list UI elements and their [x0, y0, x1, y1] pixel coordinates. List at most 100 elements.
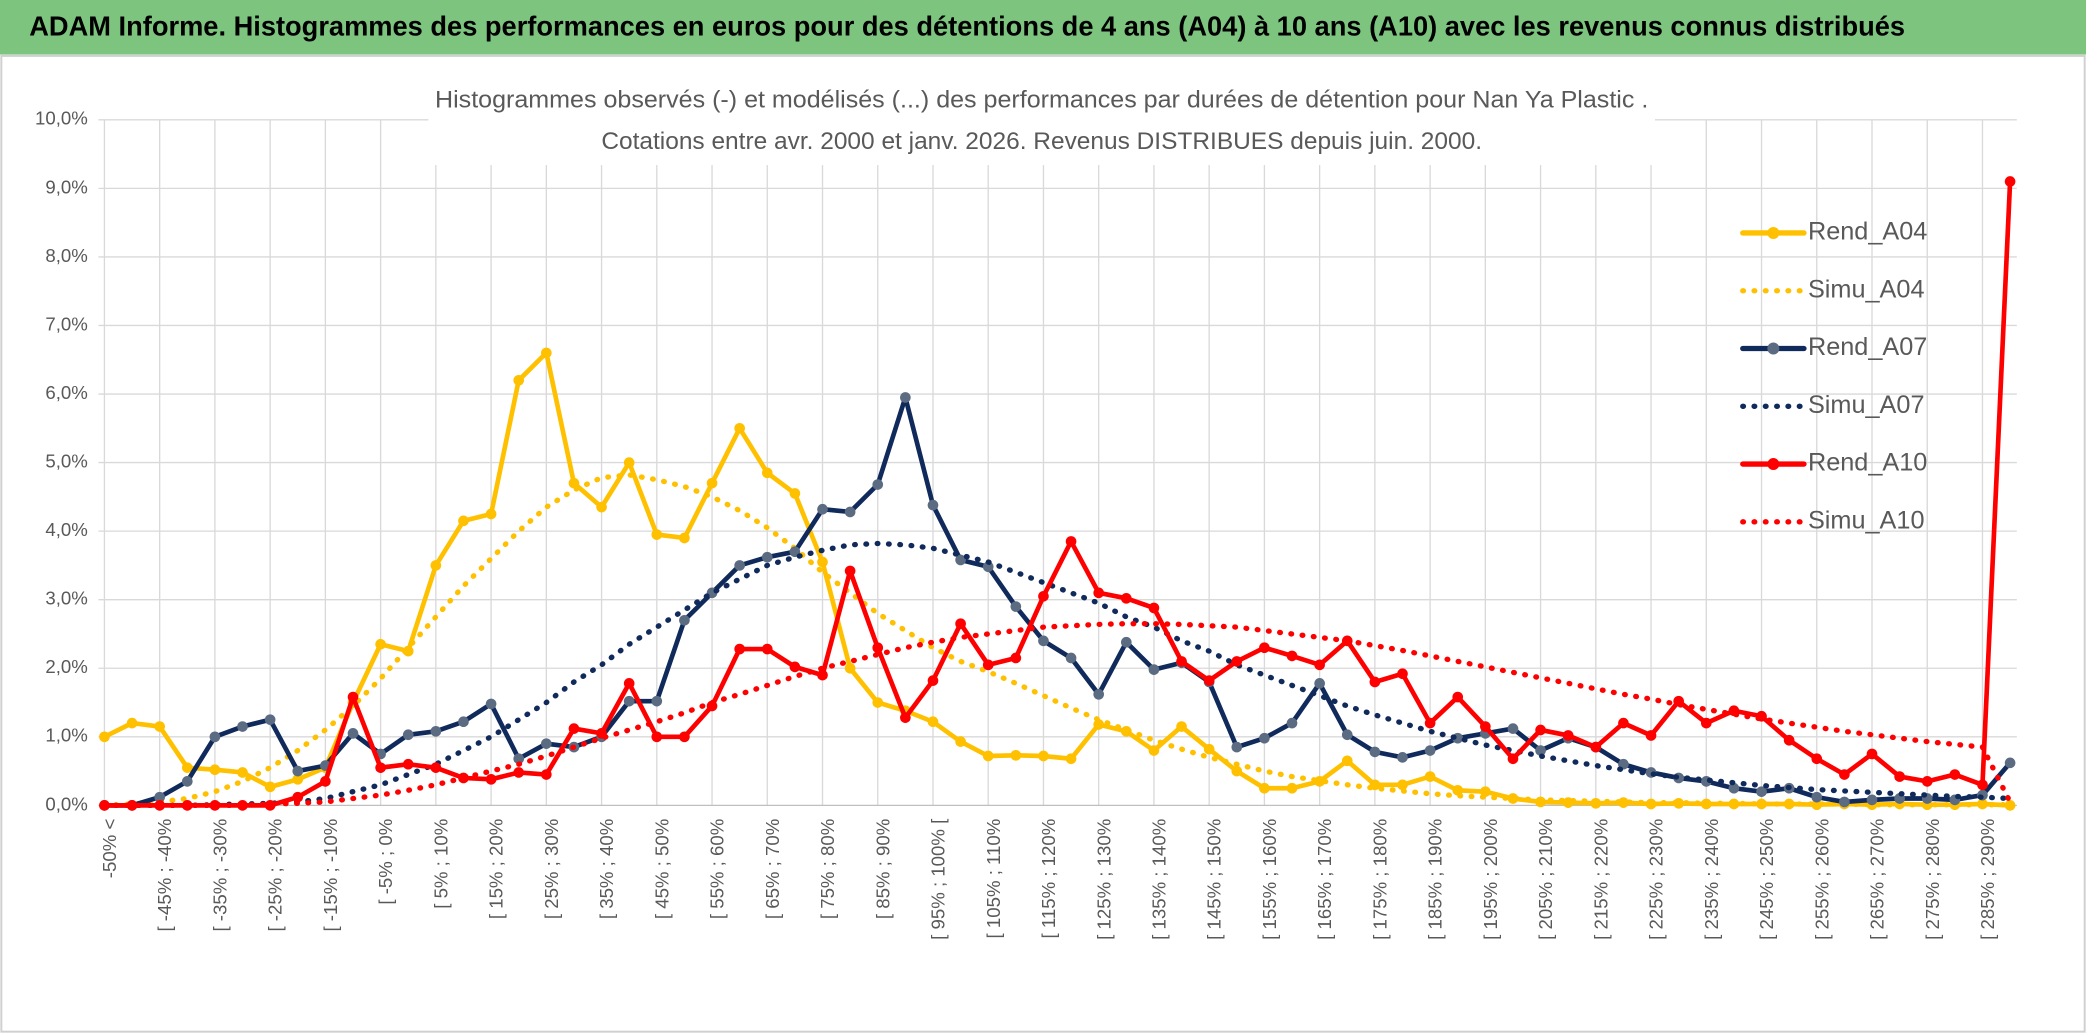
- x-tick-label: [ 135% ; 140%: [1149, 819, 1170, 940]
- chart-title: Histogrammes observés (-) et modélisés (…: [435, 86, 1648, 113]
- data-point: [1977, 779, 1988, 791]
- data-point: [568, 723, 580, 734]
- data-point: [154, 791, 165, 803]
- data-point: [1424, 745, 1436, 756]
- data-point: [1314, 678, 1325, 689]
- x-tick-label: [ 185% ; 190%: [1425, 819, 1446, 940]
- y-tick-label: 9,0%: [45, 176, 87, 197]
- data-point: [1618, 797, 1629, 808]
- x-tick-label: [ 155% ; 160%: [1259, 819, 1280, 940]
- data-point: [1038, 635, 1049, 647]
- x-tick-label: [ 35% ; 40%: [596, 819, 617, 919]
- data-point: [734, 422, 745, 434]
- data-point: [1259, 642, 1270, 654]
- data-point: [623, 457, 635, 468]
- data-point: [292, 791, 304, 803]
- data-point: [1535, 724, 1546, 736]
- data-point: [1562, 730, 1574, 741]
- data-point: [1010, 749, 1022, 761]
- data-point: [237, 721, 248, 732]
- data-point: [900, 712, 911, 723]
- data-point: [513, 767, 525, 778]
- data-point: [458, 716, 469, 728]
- data-point: [1176, 656, 1187, 667]
- data-point: [99, 731, 110, 743]
- x-tick-label: [ 105% ; 110%: [983, 819, 1004, 939]
- x-tick-label: [ 45% ; 50%: [651, 819, 672, 919]
- data-point: [1728, 782, 1740, 794]
- x-tick-label: [ 215% ; 220%: [1590, 819, 1611, 940]
- legend-label: Simu_A10: [1808, 506, 1925, 534]
- data-point: [1038, 590, 1049, 602]
- data-point: [237, 767, 248, 778]
- data-point: [1921, 776, 1933, 787]
- model-line: [101, 472, 2013, 809]
- x-tick-label: [ -5% ; 0%: [375, 819, 396, 905]
- y-tick-label: 4,0%: [45, 519, 87, 540]
- data-point: [1286, 717, 1298, 729]
- x-tick-label: [ 255% ; 260%: [1811, 819, 1832, 940]
- x-tick-label: [ 195% ; 200%: [1480, 819, 1501, 940]
- data-point: [761, 551, 773, 563]
- data-point: [1093, 688, 1105, 700]
- data-point: [1756, 798, 1767, 810]
- data-point: [1203, 743, 1215, 755]
- data-point: [1397, 752, 1408, 763]
- data-point: [982, 659, 994, 671]
- data-point: [955, 618, 966, 630]
- x-tick-label: [ 95% ; 100% [: [928, 818, 949, 940]
- data-point: [1231, 741, 1243, 753]
- x-tick-label: [ 65% ; 70%: [762, 819, 783, 919]
- data-point: [181, 800, 193, 811]
- y-tick-label: 10,0%: [35, 108, 88, 129]
- data-point: [402, 729, 414, 741]
- x-tick-label: [ 235% ; 240%: [1701, 819, 1722, 940]
- data-point: [209, 731, 221, 743]
- data-point: [402, 758, 414, 770]
- data-point: [1065, 652, 1077, 664]
- data-point: [1314, 659, 1325, 671]
- data-point: [1618, 717, 1629, 729]
- data-point: [320, 776, 331, 787]
- data-point: [1535, 745, 1546, 756]
- x-tick-label: [ 145% ; 150%: [1204, 819, 1225, 940]
- data-point: [651, 695, 663, 707]
- x-tick-label: [ 285% ; 290%: [1977, 819, 1998, 940]
- x-tick-label: [ 175% ; 180%: [1369, 819, 1390, 940]
- data-point: [1148, 602, 1160, 614]
- data-point: [292, 773, 304, 785]
- data-point: [817, 503, 828, 515]
- data-point: [1839, 769, 1850, 780]
- data-point: [1949, 769, 1961, 780]
- data-point: [1120, 636, 1132, 648]
- data-point: [541, 347, 552, 359]
- data-point: [485, 773, 497, 785]
- observed-line: [102, 179, 2013, 808]
- data-point: [1286, 650, 1298, 662]
- data-point: [2004, 757, 2016, 769]
- data-point: [1203, 675, 1215, 686]
- data-point: [1452, 691, 1464, 703]
- data-point: [1756, 786, 1767, 797]
- x-tick-label: [ 245% ; 250%: [1756, 819, 1777, 940]
- data-point: [844, 565, 856, 577]
- x-tick-label: [ -25% ; -20%: [265, 819, 286, 932]
- data-point: [1452, 784, 1464, 796]
- data-point: [1065, 753, 1077, 765]
- data-point: [651, 731, 663, 743]
- data-point: [347, 728, 359, 739]
- data-point: [541, 769, 552, 780]
- data-point: [651, 529, 663, 540]
- data-point: [1894, 771, 1905, 782]
- data-point: [1148, 745, 1160, 756]
- data-point: [872, 642, 884, 654]
- data-point: [1645, 730, 1657, 741]
- x-tick-label: [ -35% ; -30%: [209, 819, 230, 932]
- x-tick-label: [ 15% ; 20%: [486, 819, 507, 919]
- data-point: [1700, 717, 1712, 729]
- x-tick-label: [ -15% ; -10%: [320, 819, 341, 932]
- model-line: [101, 621, 2013, 809]
- data-point: [485, 508, 497, 520]
- data-point: [817, 556, 828, 568]
- data-point: [817, 669, 828, 681]
